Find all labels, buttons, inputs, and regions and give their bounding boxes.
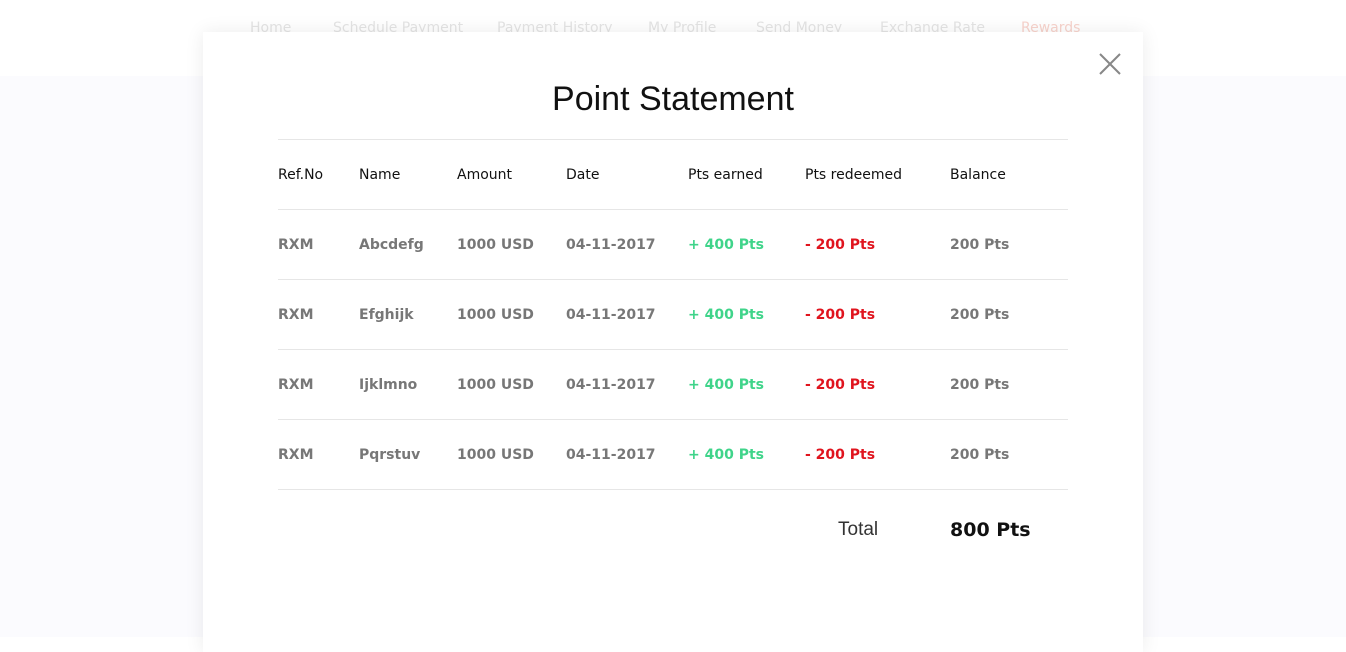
column-header: Ref.No bbox=[278, 167, 324, 183]
divider bbox=[278, 349, 1068, 350]
column-header: Date bbox=[566, 167, 600, 183]
table-cell: - 200 Pts bbox=[805, 377, 876, 393]
table-cell: + 400 Pts bbox=[688, 377, 764, 393]
table-cell: Ijklmno bbox=[359, 377, 418, 393]
total-label: Total bbox=[838, 519, 879, 540]
table-cell: + 400 Pts bbox=[688, 307, 764, 323]
table-cell: 200 Pts bbox=[950, 237, 1010, 253]
modal: Point Statement Ref.No Name Amount Date Pts … bbox=[203, 32, 1143, 652]
column-header: Pts redeemed bbox=[805, 167, 902, 183]
table-cell: 04-11-2017 bbox=[566, 447, 656, 463]
table-cell: RXM bbox=[278, 307, 314, 323]
table-cell: RXM bbox=[278, 377, 314, 393]
table-cell: - 200 Pts bbox=[805, 237, 876, 253]
table-cell: Pqrstuv bbox=[359, 447, 421, 463]
table-cell: 04-11-2017 bbox=[566, 237, 656, 253]
table-cell: 1000 USD bbox=[457, 307, 534, 323]
column-header: Pts earned bbox=[688, 167, 763, 183]
table-cell: Abcdefg bbox=[359, 237, 424, 253]
table-cell: 200 Pts bbox=[950, 377, 1010, 393]
table-cell: - 200 Pts bbox=[805, 447, 876, 463]
table-cell: + 400 Pts bbox=[688, 237, 764, 253]
table-cell: 200 Pts bbox=[950, 307, 1010, 323]
total-value: 800 Pts bbox=[950, 519, 1031, 541]
table-cell: + 400 Pts bbox=[688, 447, 764, 463]
divider bbox=[278, 419, 1068, 420]
table-cell: 200 Pts bbox=[950, 447, 1010, 463]
table-cell: 1000 USD bbox=[457, 377, 534, 393]
column-header: Balance bbox=[950, 167, 1006, 183]
divider bbox=[278, 209, 1068, 210]
table-cell: - 200 Pts bbox=[805, 307, 876, 323]
table-cell: 1000 USD bbox=[457, 447, 534, 463]
divider bbox=[278, 489, 1068, 490]
close-button[interactable] bbox=[1099, 53, 1121, 75]
modal-title: Point Statement bbox=[552, 80, 794, 118]
divider bbox=[278, 279, 1068, 280]
table-cell: 1000 USD bbox=[457, 237, 534, 253]
page: Home Schedule Payment Payment History My Pr… bbox=[250, 20, 1121, 541]
table-cell: Efghijk bbox=[359, 307, 414, 323]
table-cell: 04-11-2017 bbox=[566, 377, 656, 393]
column-header: Name bbox=[359, 167, 401, 183]
table-cell: RXM bbox=[278, 237, 314, 253]
column-header: Amount bbox=[457, 167, 513, 183]
table-cell: 04-11-2017 bbox=[566, 307, 656, 323]
divider bbox=[278, 139, 1068, 140]
table-cell: RXM bbox=[278, 447, 314, 463]
